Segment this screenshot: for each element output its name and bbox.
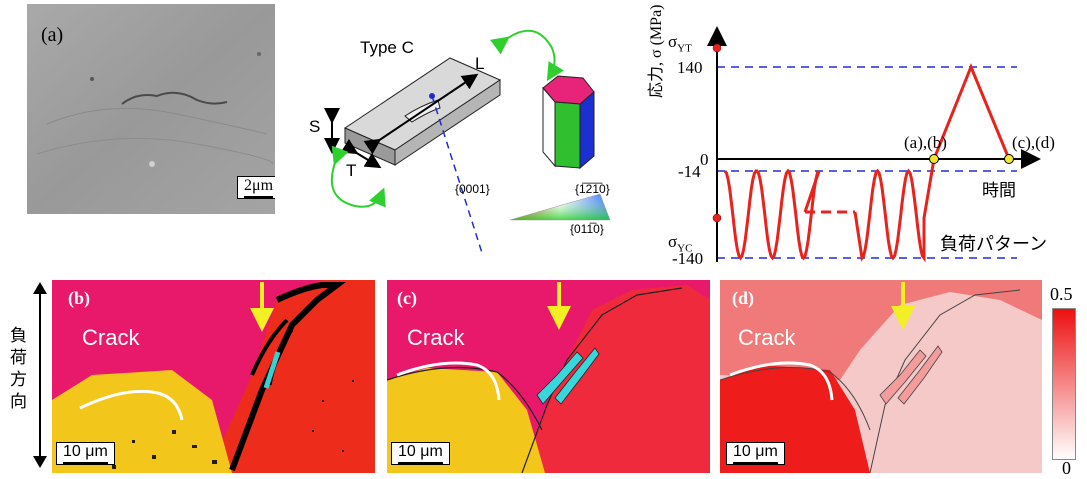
rotation-arrow-right — [490, 29, 564, 82]
loading-axis-arrow — [363, 73, 479, 155]
tick-0: 0 — [700, 150, 709, 169]
x-axis-label: 時間 — [982, 181, 1016, 200]
panel-c-label: (c) — [397, 288, 417, 308]
panel-b-label: (b) — [68, 288, 90, 308]
panel-b-ebsd-map: (b) Crack 10 μm — [52, 280, 375, 473]
panel-d-scale-bar: 10 μm — [726, 442, 785, 465]
marker-cd-label: (c),(d) — [1012, 133, 1055, 152]
axis-l-label: L — [475, 54, 485, 73]
load-waveform — [723, 63, 1011, 263]
panel-d-kam-map: (d) Crack 10 μm — [720, 280, 1042, 473]
sigma-yc-label: σYC — [668, 232, 693, 255]
micrograph-texture — [27, 4, 275, 214]
axis-s-label: S — [309, 117, 321, 136]
panel-c-scale-bar: 10 μm — [391, 442, 450, 465]
load-direction-arrow — [33, 282, 47, 468]
sigma-yt-label: σYT — [668, 32, 692, 55]
crack-trace — [79, 389, 184, 421]
load-direction-label: 負荷方向 — [10, 326, 27, 411]
tick-minus14: -14 — [678, 162, 701, 181]
axis-t-label: T — [346, 161, 357, 180]
panel-a-label: (a) — [41, 24, 64, 46]
specimen-type-label: Type C — [360, 38, 414, 57]
hcp-crystal-icon — [542, 75, 595, 170]
crack-trace — [729, 361, 834, 401]
crack-trace — [396, 361, 501, 401]
micro-crack — [121, 91, 228, 105]
panel-c-crack-label: Crack — [407, 325, 465, 350]
colorbar-min: 0 — [1062, 458, 1071, 478]
sigma-yt-marker — [712, 43, 722, 53]
ipf-color-key — [509, 193, 611, 221]
panel-d-label: (d) — [732, 288, 754, 308]
y-axis-label: 応力, σ (MPa) — [648, 4, 665, 98]
panel-a-micrograph: (a) 2μm — [27, 4, 275, 214]
sigma-yc-marker — [712, 213, 722, 223]
tick-minus140: -140 — [672, 249, 704, 268]
zoom-guide-line — [431, 95, 483, 253]
kam-colorbar — [1052, 308, 1076, 460]
pattern-label: 負荷パターン — [940, 234, 1048, 254]
panel-b-scale-bar: 10 μm — [56, 442, 115, 465]
colorbar-max: 0.5 — [1050, 284, 1073, 304]
ipf-corner-1210: {1̅2̅1̅0} — [575, 182, 610, 196]
ipf-corner-0001: {0001} — [455, 182, 490, 196]
ipf-corner-0110: {011̅0} — [570, 222, 604, 236]
marker-ab-point — [929, 154, 939, 164]
load-pattern-chart — [707, 26, 1041, 263]
specimen-diagram — [324, 29, 611, 253]
panel-d-crack-label: Crack — [738, 325, 796, 350]
rotation-arrow-left — [330, 145, 386, 208]
marker-cd-point — [1004, 154, 1014, 164]
panel-c-ebsd-map: (c) Crack 10 μm — [387, 280, 710, 473]
panel-a-scale-bar: 2μm — [237, 176, 275, 199]
panel-b-crack-label: Crack — [82, 325, 140, 350]
marker-ab-label: (a),(b) — [904, 133, 947, 152]
tick-140: 140 — [677, 58, 703, 77]
